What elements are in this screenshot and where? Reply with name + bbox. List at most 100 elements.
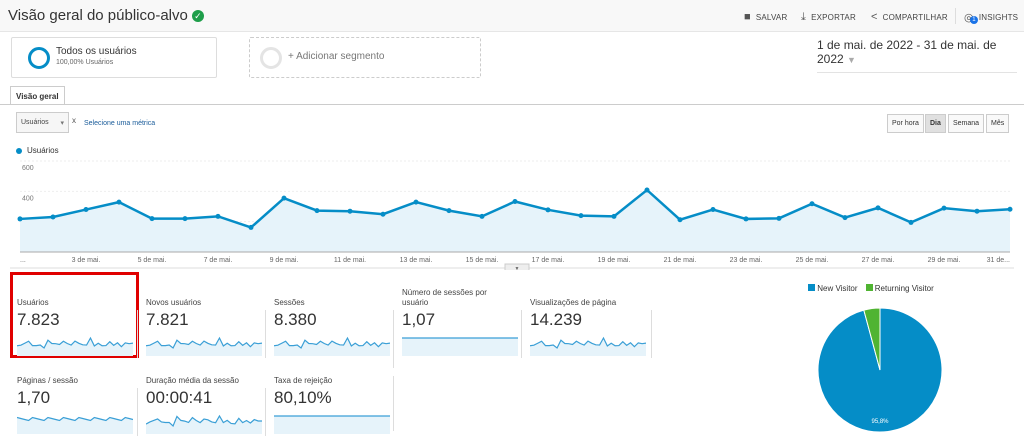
sparkline [17, 336, 133, 356]
data-point[interactable] [83, 207, 89, 213]
legend-dot-icon [16, 147, 22, 154]
legend-new-label: New Visitor [817, 284, 858, 293]
segment-name: Todos os usuários [56, 46, 137, 57]
metric-dropdown-value: Usuários [21, 119, 49, 126]
users-line-chart: 600400200...3 de mai.5 de mai.7 de mai.9… [10, 160, 1014, 270]
data-point[interactable] [1007, 206, 1013, 212]
data-point[interactable] [17, 216, 23, 222]
sparkline [146, 336, 262, 356]
data-point[interactable] [116, 199, 122, 205]
metric-card[interactable]: Novos usuários 7.821 [146, 298, 264, 358]
metric-card[interactable]: Sessões 8.380 [274, 298, 392, 358]
data-point[interactable] [248, 224, 254, 230]
metric-card[interactable]: Taxa de rejeição 80,10% [274, 376, 392, 436]
metric-value: 80,10% [274, 388, 332, 407]
metric-divider [393, 310, 394, 368]
data-point[interactable] [644, 187, 650, 193]
period-day-button[interactable]: Dia [925, 114, 946, 133]
pie-slice[interactable] [863, 307, 881, 371]
metric-label: Taxa de rejeição [274, 376, 333, 385]
x-tick-label: 19 de mai. [598, 257, 631, 264]
add-segment-button[interactable]: + Adicionar segmento [249, 37, 481, 78]
period-month-button[interactable]: Mês [986, 114, 1010, 133]
data-point[interactable] [182, 216, 188, 222]
x-tick-label: 29 de mai. [928, 257, 961, 264]
divider [955, 8, 956, 24]
metric-value: 1,07 [402, 310, 436, 329]
collapse-handle[interactable] [504, 263, 530, 270]
legend-returning-label: Returning Visitor [874, 284, 934, 293]
data-point[interactable] [314, 208, 320, 214]
data-point[interactable] [347, 208, 353, 214]
date-range-text: 1 de mai. de 2022 - 31 de mai. de 2022 [817, 38, 997, 66]
x-tick-label: 21 de mai. [664, 257, 697, 264]
data-point[interactable] [875, 205, 881, 211]
data-point[interactable] [578, 213, 584, 219]
x-tick-label: 9 de mai. [270, 257, 299, 264]
data-point[interactable] [743, 216, 749, 222]
data-point[interactable] [380, 211, 386, 217]
data-point[interactable] [413, 199, 419, 205]
insights-button[interactable]: ◎ 1 INSIGHTS [964, 11, 1018, 24]
date-range-picker[interactable]: 1 de mai. de 2022 - 31 de mai. de 2022 ▼ [817, 38, 1017, 73]
data-point[interactable] [545, 207, 551, 213]
metric-divider [137, 310, 138, 358]
x-tick-label: 11 de mai. [334, 257, 366, 264]
metric-card[interactable]: Usuários 7.823 [17, 298, 135, 358]
insights-icon: ◎ 1 [964, 11, 978, 24]
y-tick-label: 600 [22, 165, 34, 172]
metric-divider [393, 376, 394, 431]
data-point[interactable] [710, 207, 716, 213]
data-point[interactable] [512, 198, 518, 204]
x-tick-label: 13 de mai. [400, 257, 433, 264]
data-point[interactable] [479, 213, 485, 219]
save-button[interactable]: ■ SALVAR [744, 11, 787, 23]
data-point[interactable] [974, 208, 980, 214]
tab-overview[interactable]: Visão geral [10, 86, 65, 105]
select-metric-link[interactable]: Selecione uma métrica [84, 120, 156, 127]
metric-value: 7.821 [146, 310, 189, 329]
metric-value: 8.380 [274, 310, 317, 329]
pie-slice-label: 95,8% [871, 419, 889, 425]
period-hour-button[interactable]: Por hora [887, 114, 924, 133]
x-tick-label: 31 de... [987, 257, 1010, 264]
data-point[interactable] [908, 219, 914, 225]
area-fill [20, 189, 1010, 252]
page-title: Visão geral do público-alvo ✓ [8, 7, 204, 24]
data-point[interactable] [446, 208, 452, 214]
data-point[interactable] [149, 216, 155, 222]
legend-square-icon [865, 284, 873, 291]
data-point[interactable] [941, 205, 947, 211]
y-tick-label: 400 [22, 195, 34, 202]
data-point[interactable] [281, 195, 287, 201]
share-button[interactable]: < COMPARTILHAR [871, 11, 948, 23]
metric-value: 00:00:41 [146, 388, 213, 407]
period-week-button[interactable]: Semana [948, 114, 985, 133]
chevron-down-icon: ▼ [847, 55, 856, 65]
segment-all-users[interactable]: Todos os usuários 100,00% Usuários [11, 37, 217, 78]
data-point[interactable] [776, 215, 782, 221]
data-point[interactable] [215, 213, 221, 219]
data-point[interactable] [677, 217, 683, 223]
sparkline [274, 415, 390, 434]
download-icon: ⤓ [801, 11, 807, 23]
segment-placeholder-icon [260, 47, 282, 69]
data-point[interactable] [611, 213, 617, 219]
data-point[interactable] [809, 201, 815, 207]
remove-metric-button[interactable]: x [72, 116, 76, 125]
data-point[interactable] [50, 214, 56, 220]
metric-dropdown[interactable]: Usuários ▾ [16, 112, 69, 133]
data-point[interactable] [842, 215, 848, 221]
metric-label: Duração média da sessão [146, 376, 239, 385]
legend-returning-visitor: Returning Visitor [865, 284, 934, 293]
chart-legend: Usuários [16, 146, 59, 155]
visitor-pie-chart: 95,8% [817, 307, 943, 433]
export-button[interactable]: ⤓ EXPORTAR [801, 11, 856, 24]
metric-card[interactable]: Número de sessões por usuário 1,07 [402, 288, 520, 358]
metric-card[interactable]: Visualizações de página 14.239 [530, 298, 648, 358]
sparkline [402, 337, 518, 356]
x-tick-label: 3 de mai. [72, 257, 101, 264]
metric-card[interactable]: Duração média da sessão 00:00:41 [146, 376, 264, 436]
metric-card[interactable]: Páginas / sessão 1,70 [17, 376, 135, 436]
metric-label: Número de sessões por usuário [402, 288, 487, 307]
